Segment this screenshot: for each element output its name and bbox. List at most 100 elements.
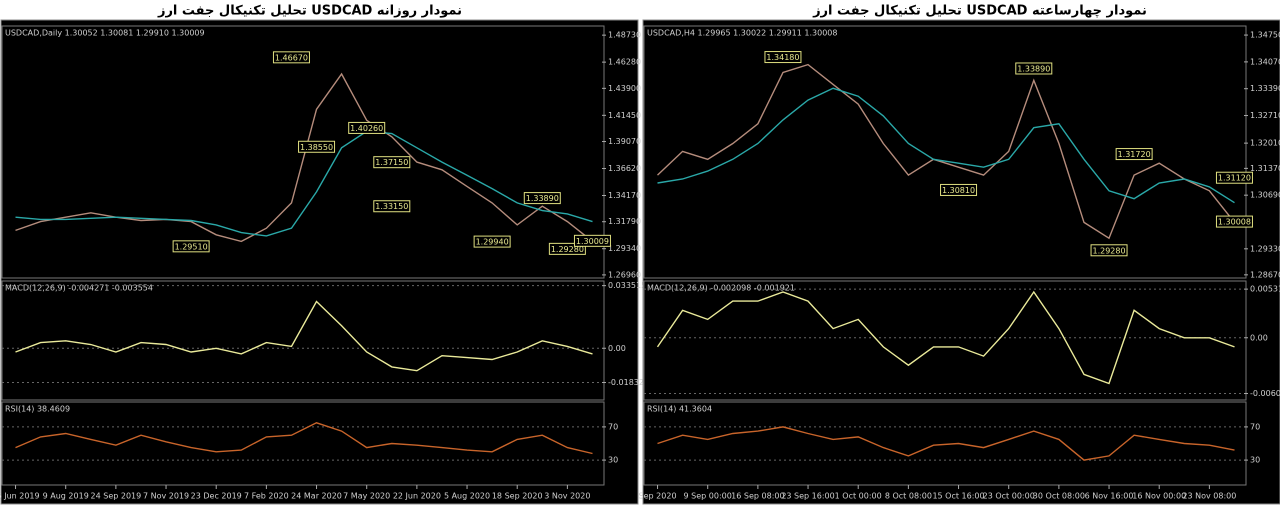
y-tick-label: 30 [1250, 456, 1260, 465]
price-label: 1.31720 [1118, 150, 1151, 159]
y-tick-label: 1.46280 [608, 58, 641, 67]
x-tick-label: 23 Nov 08:00 [1182, 492, 1236, 501]
price-label-box [548, 242, 586, 255]
price-label: 1.29280 [551, 245, 584, 254]
x-tick-label: 30 Oct 08:00 [1033, 492, 1085, 501]
x-tick-label: 5 Aug 2020 [444, 492, 490, 501]
y-tick-label: 1.41450 [608, 111, 641, 120]
series-line [15, 300, 593, 372]
pane [1, 401, 605, 486]
price-label: 1.29940 [476, 238, 509, 247]
y-tick-label: 1.29330 [1250, 244, 1280, 253]
y-tick-label: 1.33390 [1250, 84, 1280, 93]
y-tick-label: 0.00 [1250, 333, 1268, 342]
y-tick-label: 0.005312 [1250, 285, 1280, 294]
series-line [656, 290, 1235, 385]
y-tick-label: 1.34170 [608, 191, 641, 200]
x-tick-label: 16 Sep 08:00 [731, 492, 784, 501]
price-label: 1.33890 [1017, 64, 1050, 73]
price-label-box [1015, 62, 1053, 75]
price-label: 1.37150 [375, 158, 408, 167]
x-tick-label: 6 Nov 16:00 [1085, 492, 1134, 501]
price-label: 1.46670 [275, 53, 308, 62]
price-label-box [523, 192, 561, 205]
price-label-box [373, 156, 411, 169]
price-label-box [573, 234, 611, 247]
x-tick-label: 8 Oct 08:00 [885, 492, 932, 501]
price-label-box [373, 200, 411, 213]
pane-label: MACD(12,26,9) -0.004271 -0.003554 [5, 284, 153, 293]
y-tick-label: 30 [608, 456, 618, 465]
price-label: 1.29510 [175, 242, 208, 251]
pane [1, 25, 605, 279]
pane-label: RSI(14) 38.4609 [5, 405, 70, 414]
y-tick-label: -0.006092 [1250, 389, 1280, 398]
price-label-box [272, 51, 310, 64]
x-tick-label: 7 May 2020 [343, 492, 390, 501]
x-tick-label: 3 Nov 2020 [544, 492, 590, 501]
chart-frame [0, 19, 639, 505]
x-tick-label: 24 Sep 2019 [91, 492, 142, 501]
price-label-box [172, 240, 210, 253]
price-label: 1.40260 [350, 124, 383, 133]
pane-label: USDCAD,Daily 1.30052 1.30081 1.29910 1.3… [5, 29, 205, 38]
x-tick-label: 9 Aug 2019 [43, 492, 89, 501]
price-label: 1.29280 [1092, 246, 1125, 255]
price-label: 1.33890 [526, 194, 559, 203]
y-tick-label: 1.39070 [608, 137, 641, 146]
price-label: 1.30008 [1218, 218, 1251, 227]
y-tick-label: 1.28670 [1250, 270, 1280, 279]
price-label: 1.31120 [1218, 174, 1251, 183]
y-tick-label: 1.43900 [608, 84, 641, 93]
x-tick-label: 7 Nov 2019 [143, 492, 189, 501]
series-line [15, 422, 593, 455]
chart-title: تحلیل تکنیکال جفت ارز USDCAD نمودار چهار… [812, 4, 1147, 19]
series-line [657, 426, 1235, 461]
x-tick-label: 9 Sep 00:00 [684, 492, 732, 501]
y-tick-label: 1.36620 [608, 164, 641, 173]
x-tick-label: 24 Mar 2020 [291, 492, 342, 501]
series-line [15, 130, 593, 237]
x-tick-label: 1 Oct 00:00 [835, 492, 882, 501]
series-line [657, 87, 1235, 204]
price-label: 1.30009 [576, 237, 609, 246]
price-label-box [473, 235, 511, 248]
y-tick-label: 1.31790 [608, 217, 641, 226]
pane [643, 25, 1247, 279]
series-line [15, 72, 593, 243]
y-tick-label: 1.30690 [1250, 191, 1280, 200]
y-tick-label: 0.00 [608, 344, 626, 353]
price-label-box [348, 121, 386, 134]
pane [643, 280, 1247, 401]
x-tick-label: 22 Jun 2020 [393, 492, 441, 501]
y-tick-label: 1.31370 [1250, 164, 1280, 173]
y-tick-label: 1.32710 [1250, 111, 1280, 120]
pane-label: RSI(14) 41.3604 [647, 405, 712, 414]
price-label-box [1215, 215, 1253, 228]
price-label: 1.38550 [300, 143, 333, 152]
price-label-box [1215, 171, 1253, 184]
chart-title: تحلیل تکنیکال جفت ارز USDCAD نمودار روزا… [157, 4, 462, 19]
price-label: 1.34180 [766, 53, 799, 62]
x-tick-label: 23 Sep 16:00 [781, 492, 834, 501]
pane [643, 401, 1247, 486]
price-label-box [1115, 148, 1153, 161]
y-tick-label: 1.34070 [1250, 57, 1280, 66]
series-line [657, 63, 1236, 240]
price-label-box [940, 183, 978, 196]
x-tick-label: 23 Oct 00:00 [983, 492, 1035, 501]
y-tick-label: 1.29340 [608, 244, 641, 253]
price-label-box [1090, 244, 1128, 257]
y-tick-label: 0.033515 [608, 281, 646, 290]
pane-label: USDCAD,H4 1.29965 1.30022 1.29911 1.3000… [647, 29, 837, 38]
x-tick-label: 18 Sep 2020 [492, 492, 543, 501]
pane-label: MACD(12,26,9) -0.002098 -0.001921 [647, 284, 795, 293]
y-tick-label: 1.26960 [608, 270, 641, 279]
x-tick-label: 23 Dec 2019 [191, 492, 242, 501]
x-tick-label: 7 Feb 2020 [244, 492, 289, 501]
price-label: 1.30810 [942, 186, 975, 195]
y-tick-label: 1.32010 [1250, 139, 1280, 148]
y-tick-label: 70 [608, 422, 618, 431]
x-tick-label: 26 Jun 2019 [0, 492, 40, 501]
